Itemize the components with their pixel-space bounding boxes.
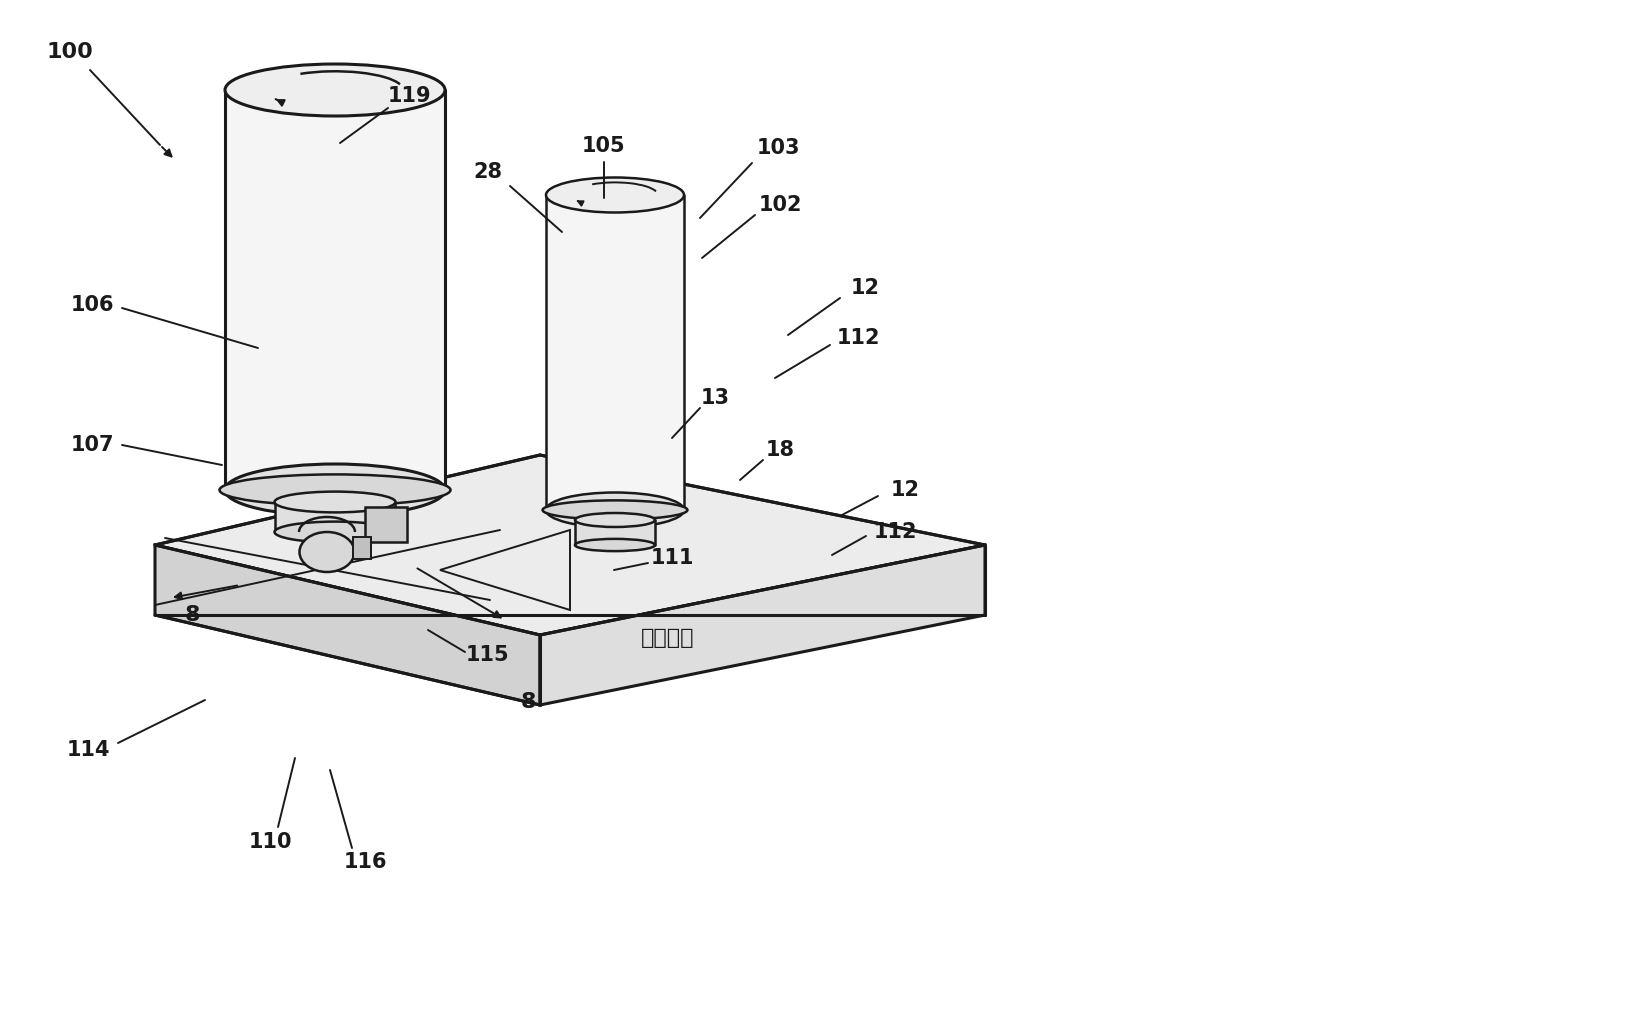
Text: 111: 111 <box>650 548 694 568</box>
Text: 18: 18 <box>766 440 794 460</box>
Text: 107: 107 <box>70 435 114 455</box>
Polygon shape <box>225 90 445 490</box>
Bar <box>365 507 408 542</box>
Polygon shape <box>155 455 985 635</box>
Polygon shape <box>440 530 570 610</box>
Ellipse shape <box>274 491 396 513</box>
Text: 119: 119 <box>388 86 432 106</box>
Ellipse shape <box>274 522 396 542</box>
Polygon shape <box>275 502 394 532</box>
Ellipse shape <box>300 532 354 572</box>
Ellipse shape <box>575 539 655 551</box>
Text: 28: 28 <box>473 162 502 182</box>
Ellipse shape <box>225 464 445 516</box>
Text: 103: 103 <box>756 137 800 158</box>
Ellipse shape <box>225 64 445 116</box>
Text: 12: 12 <box>851 278 880 298</box>
Bar <box>354 537 372 559</box>
Polygon shape <box>540 545 985 705</box>
Polygon shape <box>575 520 655 545</box>
Ellipse shape <box>546 492 685 528</box>
Text: 110: 110 <box>248 832 292 852</box>
Text: 13: 13 <box>701 388 730 408</box>
Text: 116: 116 <box>344 852 386 872</box>
Polygon shape <box>546 195 685 510</box>
Text: 102: 102 <box>758 195 802 215</box>
Text: 工具路径: 工具路径 <box>641 628 694 648</box>
Text: 112: 112 <box>836 328 880 348</box>
Ellipse shape <box>543 500 688 520</box>
Polygon shape <box>155 545 540 705</box>
Text: 106: 106 <box>70 295 114 315</box>
Text: 100: 100 <box>47 42 93 62</box>
Text: 8: 8 <box>184 605 200 625</box>
Text: 8: 8 <box>520 692 536 712</box>
Text: 112: 112 <box>874 522 916 542</box>
Text: 105: 105 <box>582 136 626 156</box>
Text: 12: 12 <box>890 480 919 500</box>
Ellipse shape <box>220 474 450 506</box>
Text: 114: 114 <box>67 740 109 760</box>
Ellipse shape <box>546 178 685 212</box>
Ellipse shape <box>575 513 655 527</box>
Text: 115: 115 <box>466 645 510 665</box>
